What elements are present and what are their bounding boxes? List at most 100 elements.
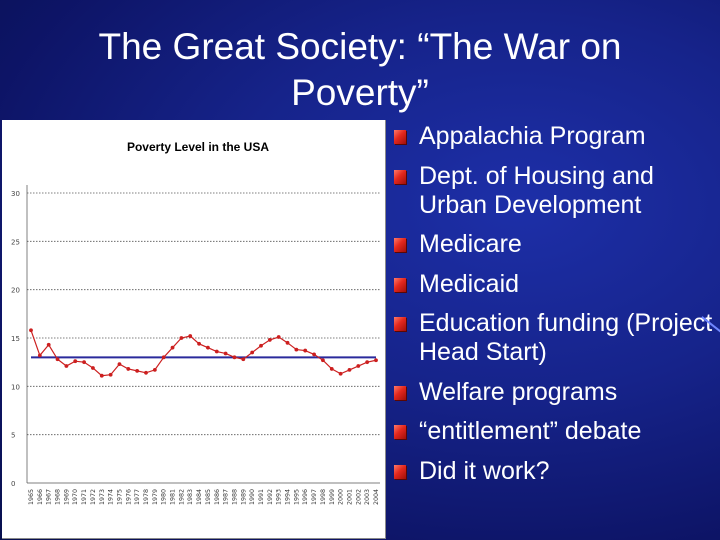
data-point [126, 367, 131, 371]
slide-title-line-1: The Great Society: “The War on [98, 26, 622, 67]
x-tick-label: 1971 [81, 489, 88, 505]
y-tick-label: 30 [11, 190, 20, 198]
y-tick-label: 25 [11, 238, 20, 246]
data-point [338, 371, 343, 376]
data-point [73, 359, 78, 364]
x-tick-label: 1991 [258, 489, 265, 505]
data-point [91, 366, 95, 370]
poverty-chart: Poverty Level in the USA 0 5 10 15 20 25 30 196… [2, 120, 386, 539]
x-tick-label: 1965 [28, 489, 35, 505]
x-tick-label: 1993 [276, 489, 283, 505]
data-point [29, 328, 33, 333]
x-tick-label: 1989 [240, 489, 247, 505]
x-tick-label: 2000 [338, 489, 345, 505]
x-tick-label: 1992 [267, 489, 274, 505]
data-point [223, 351, 228, 356]
bullet-text: Appalachia Program [419, 122, 646, 150]
data-point [188, 334, 193, 338]
red-square-bullet-icon [394, 169, 406, 184]
data-point [267, 338, 272, 342]
red-square-bullet-icon [394, 130, 406, 144]
bullet-item-did-it-work: Did it work? [394, 457, 714, 486]
x-tick-label: 1980 [161, 489, 168, 505]
data-point [82, 360, 86, 365]
x-tick-label: 1986 [214, 489, 221, 505]
x-tick-label: 1966 [37, 489, 44, 505]
x-tick-label: 2001 [346, 489, 353, 505]
bullet-item-medicaid: Medicaid [394, 270, 714, 299]
x-tick-label: 1973 [99, 489, 106, 505]
x-tick-label: 2002 [355, 489, 362, 505]
x-tick-label: 1998 [320, 489, 327, 505]
y-tick-label: 5 [11, 432, 15, 440]
bullet-text: Did it work? [419, 456, 550, 485]
data-point [250, 350, 255, 355]
x-tick-label: 1970 [72, 489, 79, 505]
data-point [294, 347, 299, 352]
red-square-bullet-icon [394, 317, 406, 331]
x-tick-label: 1978 [143, 489, 150, 505]
bullet-text: Dept. of Housing and Urban Development [419, 161, 654, 219]
data-point [46, 342, 51, 347]
bullet-item-medicare: Medicare [394, 230, 714, 259]
data-point [321, 358, 325, 363]
data-point [161, 355, 166, 360]
x-tick-label: 1988 [231, 489, 238, 505]
data-point [232, 355, 237, 360]
bullet-item-entitlement: “entitlement” debate [394, 417, 714, 446]
x-tick-label: 1990 [249, 489, 256, 505]
data-point [329, 367, 334, 371]
data-point [206, 345, 210, 350]
data-point [214, 349, 219, 354]
x-tick-label: 2004 [373, 489, 380, 505]
data-point [135, 368, 140, 373]
x-tick-label: 1984 [196, 489, 203, 505]
bullet-text: “entitlement” debate [419, 417, 642, 445]
red-square-bullet-icon [394, 385, 406, 400]
y-tick-label: 20 [11, 287, 20, 295]
bullet-list: Appalachia Program Dept. of Housing and … [394, 122, 714, 496]
slide-title: The Great Society: “The War on Poverty” [20, 24, 700, 116]
x-tick-label: 1985 [205, 489, 212, 505]
y-tick-label: 15 [11, 335, 20, 343]
data-point [179, 336, 184, 340]
red-square-bullet-icon [394, 425, 406, 439]
data-point [356, 364, 361, 368]
bullet-text: Medicaid [419, 269, 520, 298]
x-tick-label: 1982 [178, 489, 185, 505]
x-tick-label: 1968 [55, 489, 62, 505]
x-tick-label: 1999 [329, 489, 336, 505]
data-point [276, 335, 281, 339]
data-point [99, 373, 104, 378]
x-tick-label: 1995 [293, 489, 300, 505]
bullet-text: Education funding (Project Head Start) [419, 309, 713, 366]
data-point [144, 370, 148, 375]
x-tick-label: 1996 [302, 489, 309, 505]
x-tick-label: 1975 [116, 489, 123, 505]
x-tick-label: 1997 [311, 489, 318, 505]
x-tick-label: 1987 [223, 489, 230, 505]
bullet-text: Welfare programs [419, 377, 618, 406]
x-tick-label: 1976 [125, 489, 132, 505]
red-square-bullet-icon [394, 464, 406, 479]
bullet-item-appalachia: Appalachia Program [394, 122, 714, 151]
data-point [64, 364, 69, 368]
x-tick-label: 1983 [187, 489, 194, 505]
data-point [312, 352, 316, 357]
data-point [117, 362, 122, 366]
data-point [241, 357, 246, 362]
x-tick-label: 1994 [285, 489, 292, 505]
red-square-bullet-icon [394, 238, 406, 252]
bullet-text: Medicare [419, 230, 522, 258]
data-point [374, 358, 378, 363]
x-tick-label: 1967 [46, 489, 53, 505]
x-tick-label: 1969 [63, 489, 70, 505]
data-point [197, 341, 201, 346]
y-tick-label: 10 [11, 383, 20, 391]
data-point [285, 340, 290, 345]
x-tick-label: 1979 [152, 489, 159, 505]
x-tick-label: 1974 [108, 489, 115, 505]
data-point [259, 343, 263, 348]
bullet-item-hud: Dept. of Housing and Urban Development [394, 162, 714, 220]
series-line [30, 330, 377, 377]
